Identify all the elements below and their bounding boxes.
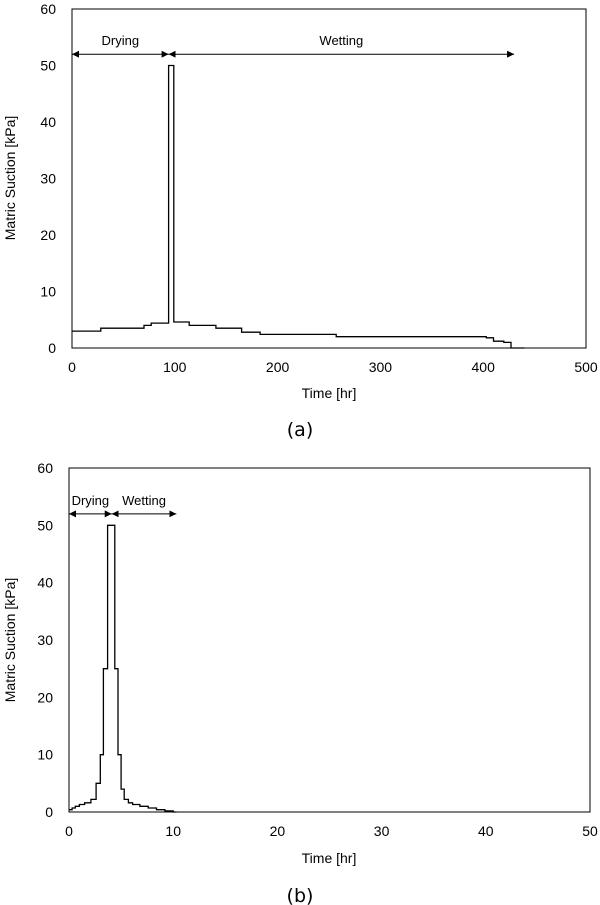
series-line bbox=[72, 64, 525, 349]
x-tick-label: 0 bbox=[68, 359, 76, 375]
annotation-label-drying: Drying bbox=[102, 33, 140, 48]
x-tick-label: 0 bbox=[65, 823, 73, 839]
y-tick-label: 0 bbox=[48, 340, 56, 356]
chart-a: 0 100 200 300 400 500 0 10 20 30 40 50 60 Drying Wett… bbox=[2, 1, 598, 441]
tick-labels-a: 0 100 200 300 400 500 0 10 20 30 40 50 60 bbox=[40, 1, 597, 375]
series-b bbox=[69, 524, 177, 813]
x-axis-title-b: Time [hr] bbox=[302, 850, 357, 866]
y-tick-label: 60 bbox=[40, 1, 56, 17]
y-tick-label: 20 bbox=[37, 689, 53, 705]
x-tick-label: 20 bbox=[270, 823, 286, 839]
y-tick-label: 0 bbox=[45, 804, 53, 820]
series-a bbox=[72, 64, 525, 349]
x-tick-label: 40 bbox=[478, 823, 494, 839]
plot-area-b bbox=[68, 467, 591, 813]
x-tick-label: 100 bbox=[163, 359, 187, 375]
y-axis-title-a: Matric Suction [kPa] bbox=[2, 116, 18, 241]
tick-labels-b: 0 10 20 30 40 50 0 10 20 30 40 50 60 bbox=[37, 460, 598, 839]
x-tick-label: 30 bbox=[374, 823, 390, 839]
y-tick-label: 30 bbox=[40, 171, 56, 187]
y-tick-label: 30 bbox=[37, 632, 53, 648]
y-tick-label: 40 bbox=[40, 114, 56, 130]
annotations-b: Drying Wetting bbox=[69, 493, 177, 518]
y-tick-label: 40 bbox=[37, 575, 53, 591]
y-tick-label: 10 bbox=[40, 284, 56, 300]
caption-a: (a) bbox=[287, 419, 313, 441]
series-line bbox=[69, 524, 177, 813]
x-axis-title-a: Time [hr] bbox=[302, 385, 357, 401]
y-tick-label: 50 bbox=[37, 517, 53, 533]
y-axis-title-b: Matric Suction [kPa] bbox=[2, 578, 18, 703]
caption-b: (b) bbox=[287, 885, 314, 905]
chart-b: 0 10 20 30 40 50 0 10 20 30 40 50 60 Drying Wetting T… bbox=[2, 460, 598, 905]
x-tick-label: 400 bbox=[472, 359, 496, 375]
x-tick-label: 300 bbox=[369, 359, 393, 375]
plot-area-a bbox=[71, 8, 587, 349]
y-tick-label: 60 bbox=[37, 460, 53, 476]
annotation-label-wetting: Wetting bbox=[122, 493, 166, 508]
y-tick-label: 10 bbox=[37, 747, 53, 763]
x-tick-label: 200 bbox=[266, 359, 290, 375]
x-tick-label: 500 bbox=[574, 359, 598, 375]
x-tick-label: 10 bbox=[165, 823, 181, 839]
x-tick-label: 50 bbox=[582, 823, 598, 839]
annotation-label-drying: Drying bbox=[72, 493, 110, 508]
annotations-a: Drying Wetting bbox=[72, 33, 515, 58]
y-tick-label: 20 bbox=[40, 227, 56, 243]
y-tick-label: 50 bbox=[40, 58, 56, 74]
annotation-label-wetting: Wetting bbox=[319, 33, 363, 48]
